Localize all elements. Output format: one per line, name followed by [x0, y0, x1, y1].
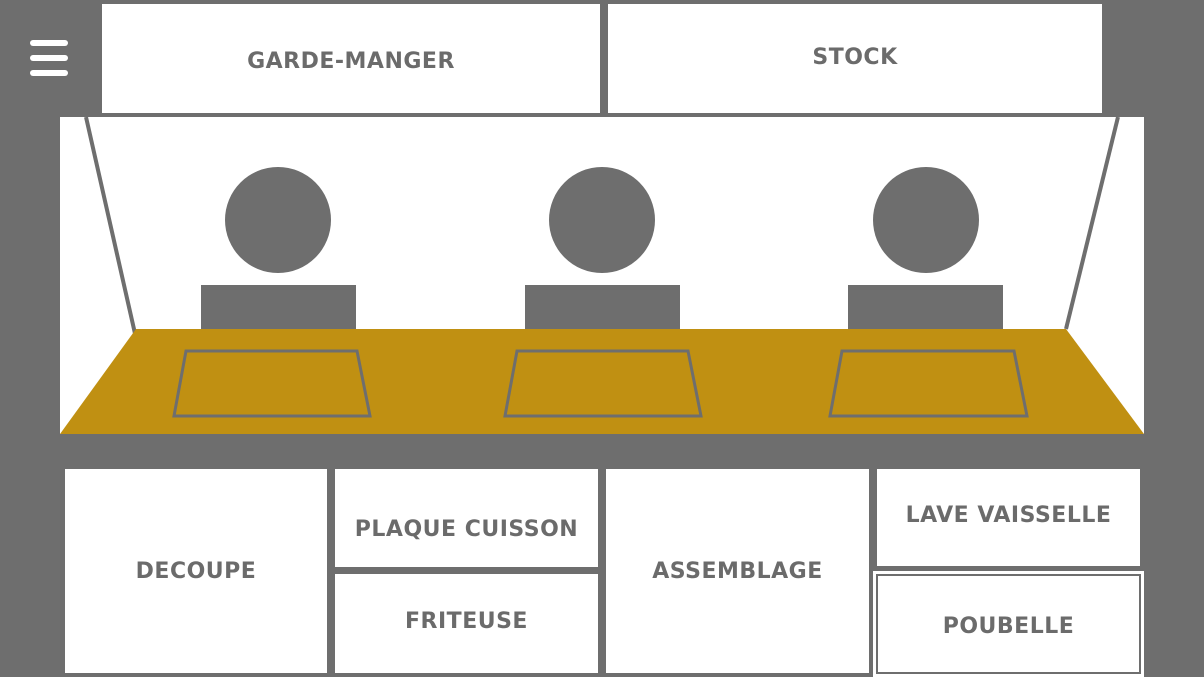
assemblage-label: ASSEMBLAGE: [652, 558, 823, 584]
cook-1-head: [225, 167, 331, 273]
workstation-2[interactable]: [503, 349, 703, 418]
plaque-cuisson-label: PLAQUE CUISSON: [354, 516, 579, 542]
assemblage-zone[interactable]: ASSEMBLAGE: [606, 469, 869, 673]
garde-manger-label: GARDE-MANGER: [247, 49, 455, 74]
friteuse-label: FRITEUSE: [405, 609, 528, 634]
left-wall-line: [84, 117, 138, 339]
kitchen-scene: [60, 117, 1144, 434]
cook-2-body: [525, 285, 680, 331]
hamburger-menu-icon-bar: [30, 55, 68, 61]
hamburger-menu-icon: [30, 40, 68, 46]
kitchen-illustration: [60, 117, 1144, 434]
cook-3-body: [848, 285, 1003, 331]
friteuse-zone[interactable]: FRITEUSE: [335, 574, 598, 673]
menu-button[interactable]: [28, 38, 70, 80]
lave-vaisselle-label: LAVE VAISSELLE: [905, 503, 1112, 528]
hamburger-menu-icon-bar: [30, 70, 68, 76]
plaque-cuisson-zone[interactable]: PLAQUE CUISSON: [335, 469, 598, 567]
workstation-3[interactable]: [828, 349, 1029, 418]
decoupe-zone[interactable]: DECOUPE: [65, 469, 327, 673]
right-wall-line: [1064, 117, 1120, 330]
cook-1-body: [201, 285, 356, 331]
garde-manger-zone[interactable]: GARDE-MANGER: [102, 4, 600, 113]
workstation-1[interactable]: [172, 349, 372, 418]
poubelle-label: POUBELLE: [942, 613, 1075, 639]
stock-label: STOCK: [812, 45, 898, 70]
cook-2-head: [549, 167, 655, 273]
work-counter: [60, 329, 1144, 434]
lave-vaisselle-zone[interactable]: LAVE VAISSELLE: [877, 469, 1140, 566]
poubelle-zone[interactable]: POUBELLE: [873, 571, 1144, 677]
stock-zone[interactable]: STOCK: [608, 4, 1102, 113]
cook-3-head: [873, 167, 979, 273]
decoupe-label: DECOUPE: [135, 558, 257, 584]
